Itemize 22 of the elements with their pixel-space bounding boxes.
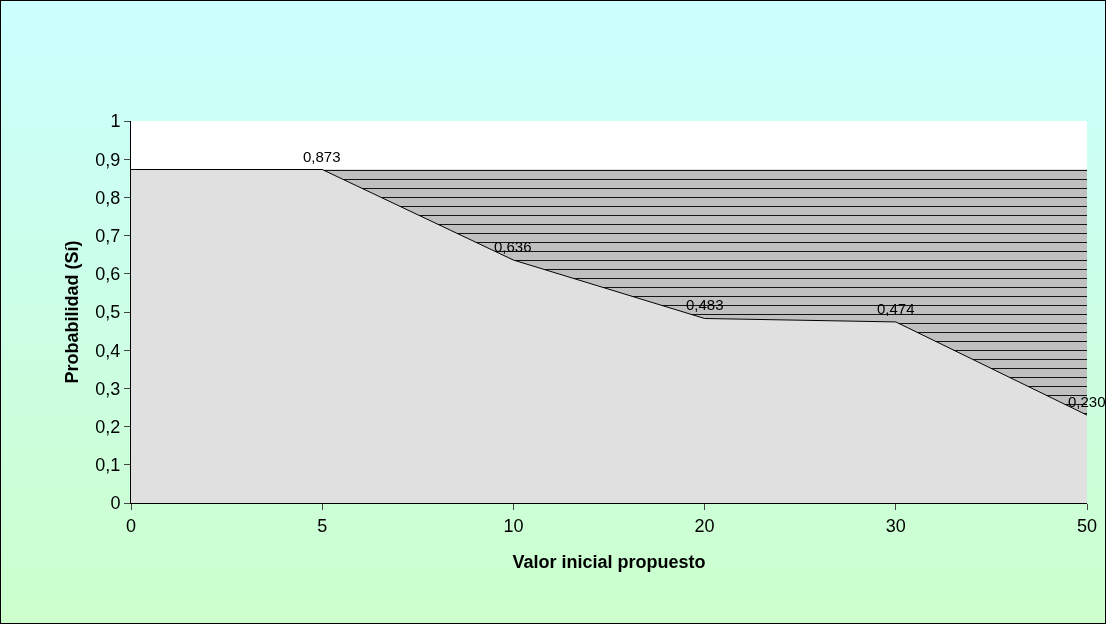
data-label: 0,873: [303, 148, 341, 165]
y-axis-title: Probabilidad (Sí): [61, 240, 82, 384]
x-tick-label: 50: [1076, 515, 1098, 536]
x-tick-label: 5: [317, 515, 328, 536]
y-tick-label: 0,6: [95, 264, 121, 285]
data-label: 0,230: [1068, 393, 1106, 410]
x-tick-label: 10: [503, 515, 524, 536]
x-tick-label: 20: [694, 515, 715, 536]
y-tick-label: 0,5: [95, 302, 121, 323]
x-tick-label: 0: [125, 515, 137, 536]
data-label: 0,636: [494, 238, 532, 255]
y-tick-label: 0,3: [95, 378, 121, 399]
y-tick-label: 1: [110, 111, 121, 132]
y-tick-label: 0: [110, 493, 121, 514]
y-tick-label: 0,7: [95, 225, 121, 246]
x-axis-title: Valor inicial propuesto: [512, 551, 706, 572]
y-tick-label: 0,9: [95, 149, 121, 170]
y-tick-label: 0,8: [95, 187, 121, 208]
y-tick-label: 0,1: [95, 455, 121, 476]
x-tick-label: 30: [885, 515, 906, 536]
y-tick-label: 0,4: [95, 340, 121, 361]
y-tick-label: 0,2: [95, 416, 121, 437]
